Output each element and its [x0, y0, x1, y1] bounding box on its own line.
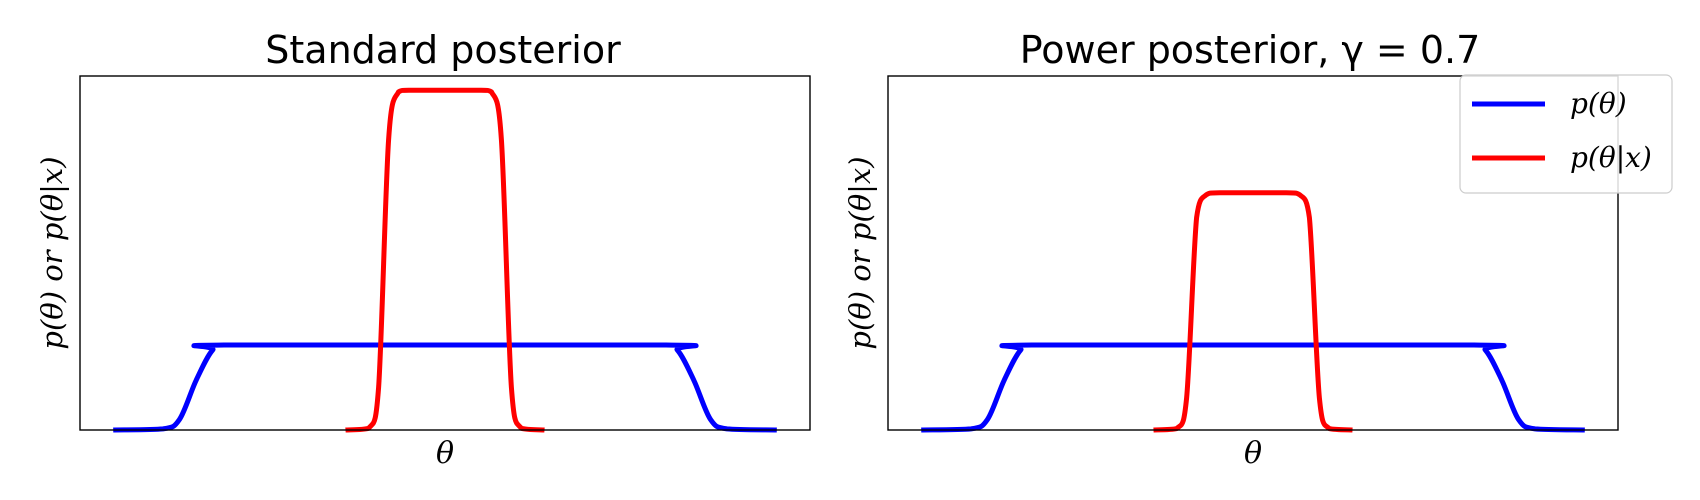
- series-line-prior: [113, 342, 777, 433]
- plot-frame: [79, 75, 811, 431]
- plot-frame: [887, 75, 1619, 431]
- legend-label-prior: p(θ): [1570, 87, 1627, 120]
- x-axis-label: θ: [436, 436, 454, 471]
- plot-area: [921, 190, 1585, 433]
- y-axis-label: p(θ) or p(θ|x): [35, 156, 69, 349]
- chart-title: Power posterior, γ = 0.7: [1020, 28, 1481, 72]
- chart-power-posterior: Power posterior, γ = 0.7 θ p(θ) or p(θ|x…: [843, 28, 1673, 471]
- x-axis-label: θ: [1244, 436, 1262, 471]
- plot-area: [113, 87, 777, 433]
- chart-standard-posterior: Standard posterior θ p(θ) or p(θ|x): [35, 28, 811, 471]
- legend-box: [1459, 74, 1673, 194]
- y-axis-label: p(θ) or p(θ|x): [843, 156, 877, 349]
- series-line-prior: [921, 342, 1585, 433]
- legend-label-posterior: p(θ|x): [1570, 141, 1652, 174]
- chart-title: Standard posterior: [265, 28, 621, 72]
- legend: p(θ) p(θ|x): [1459, 74, 1673, 194]
- series-line-posterior: [1153, 190, 1353, 433]
- series-line-posterior: [345, 87, 545, 433]
